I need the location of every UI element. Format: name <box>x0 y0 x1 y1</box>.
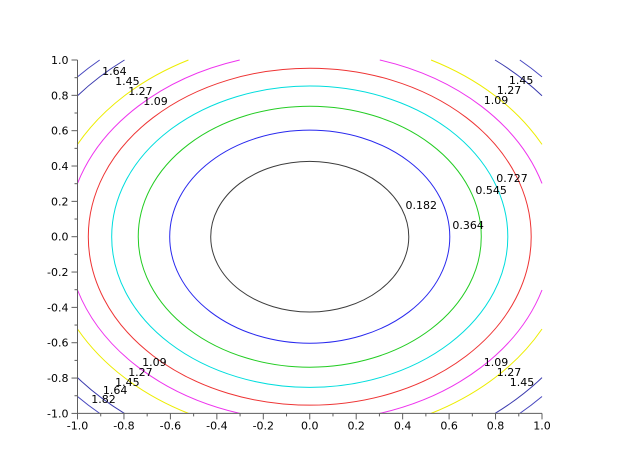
contour-arc-1.09 <box>77 59 240 184</box>
y-tick-label: -0.8 <box>47 372 68 385</box>
contour-arc-1.64 <box>494 59 543 97</box>
contour-label: 1.27 <box>128 85 153 98</box>
contour-label: 1.82 <box>91 393 116 406</box>
contour-label: 1.09 <box>484 356 509 369</box>
x-tick-label: -1.0 <box>67 419 88 432</box>
x-tick-label: 0.2 <box>347 419 365 432</box>
contour-label: 1.45 <box>115 376 140 389</box>
y-tick-label: 0.4 <box>51 160 69 173</box>
x-tick-label: -0.8 <box>113 419 134 432</box>
contour-arc-1.09 <box>379 289 543 414</box>
x-tick-label: -0.4 <box>206 419 227 432</box>
x-tick-label: -0.2 <box>253 419 274 432</box>
contour-arc-1.45 <box>77 59 154 118</box>
contour-label: 1.64 <box>103 384 128 397</box>
contour-line-0.364 <box>169 129 451 344</box>
contour-label: 1.09 <box>142 356 167 369</box>
contour-line-0.545 <box>137 105 482 368</box>
contour-arc-1.09 <box>379 59 543 184</box>
contour-arc-1.09 <box>77 289 240 414</box>
contour-label: 1.27 <box>128 366 153 379</box>
contour-arc-1.27 <box>77 59 189 145</box>
contour-line-0.182 <box>210 160 410 313</box>
contour-arc-1.45 <box>466 355 543 414</box>
contour-label: 1.27 <box>497 366 522 379</box>
contour-arc-1.64 <box>77 59 125 97</box>
y-tick-label: -0.4 <box>47 301 68 314</box>
y-tick-label: -1.0 <box>47 407 68 420</box>
y-tick-label: 0.2 <box>51 195 69 208</box>
contour-label: 1.45 <box>509 74 534 87</box>
contour-label: 1.64 <box>102 65 127 78</box>
contour-label: 1.09 <box>484 94 509 107</box>
x-tick-label: 1.0 <box>533 419 551 432</box>
x-tick-label: 0.6 <box>440 419 458 432</box>
contour-label: 1.45 <box>510 376 535 389</box>
y-tick-label: -0.2 <box>47 266 68 279</box>
y-tick-label: 1.0 <box>51 54 69 67</box>
y-tick-label: 0.8 <box>51 89 69 102</box>
contour-label: 0.182 <box>405 199 437 212</box>
contour-arc-1.64 <box>77 377 125 414</box>
contour-arc-1.64 <box>494 377 543 414</box>
contour-label: 0.545 <box>475 184 507 197</box>
contour-arc-1.27 <box>430 59 543 145</box>
contour-line-0.909 <box>87 67 532 406</box>
y-tick-label: -0.6 <box>47 337 68 350</box>
contour-label: 1.27 <box>497 84 522 97</box>
contour-arc-1.45 <box>77 355 154 414</box>
contour-arc-1.27 <box>430 328 543 414</box>
contour-label: 1.45 <box>115 75 140 88</box>
x-tick-label: 0.8 <box>487 419 505 432</box>
y-tick-label: 0.6 <box>51 125 69 138</box>
y-tick-label: 0.0 <box>51 231 69 244</box>
contour-arc-1.27 <box>77 328 189 414</box>
contour-label: 1.09 <box>143 95 168 108</box>
x-tick-label: 0.0 <box>301 419 319 432</box>
contour-arc-1.45 <box>466 59 543 118</box>
contour-label: 0.364 <box>452 219 484 232</box>
contour-line-0.727 <box>111 85 509 388</box>
contour-label: 0.727 <box>496 172 528 185</box>
contour-arc-1.82 <box>519 59 543 78</box>
x-tick-label: -0.6 <box>160 419 181 432</box>
x-tick-label: 0.4 <box>394 419 412 432</box>
